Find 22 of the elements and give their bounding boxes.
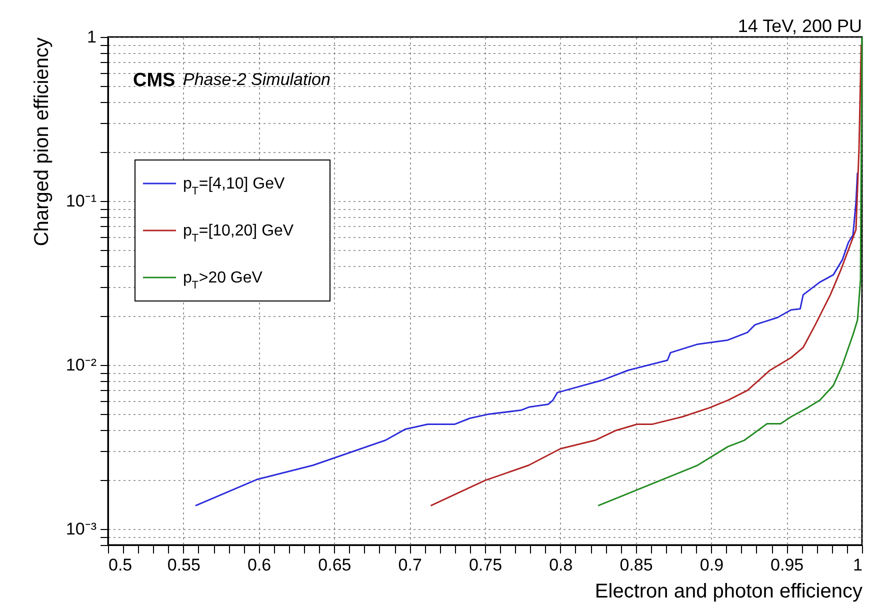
annotation: CMS (133, 70, 176, 91)
x-tick-label: 0.9 (700, 556, 724, 574)
y-tick-label: 10⁻² (66, 356, 97, 375)
x-tick-label: 0.7 (398, 556, 422, 574)
x-tick-label: 0.75 (468, 556, 502, 574)
x-axis-title: Electron and photon efficiency (594, 580, 862, 602)
line-series (430, 44, 862, 506)
line-series (597, 36, 863, 506)
y-axis-title: Charged pion efficiency (30, 38, 53, 246)
x-tick-label: 0.95 (770, 556, 804, 574)
x-tick-label: 0.55 (167, 556, 200, 574)
y-tick-label: 10⁻¹ (66, 192, 97, 211)
y-tick-label: 1 (87, 28, 96, 46)
annotation: Phase-2 Simulation (183, 70, 330, 89)
x-tick-label: 0.5 (108, 556, 132, 574)
x-tick-label: 0.65 (318, 556, 352, 574)
x-tick-label: 0.8 (549, 556, 573, 574)
x-tick-label: 1 (853, 556, 862, 574)
x-tick-label: 0.85 (620, 556, 653, 574)
y-tick-label: 10⁻³ (66, 520, 97, 539)
text: 14 TeV, 200 PU (738, 16, 862, 36)
x-tick-label: 0.6 (247, 556, 272, 574)
